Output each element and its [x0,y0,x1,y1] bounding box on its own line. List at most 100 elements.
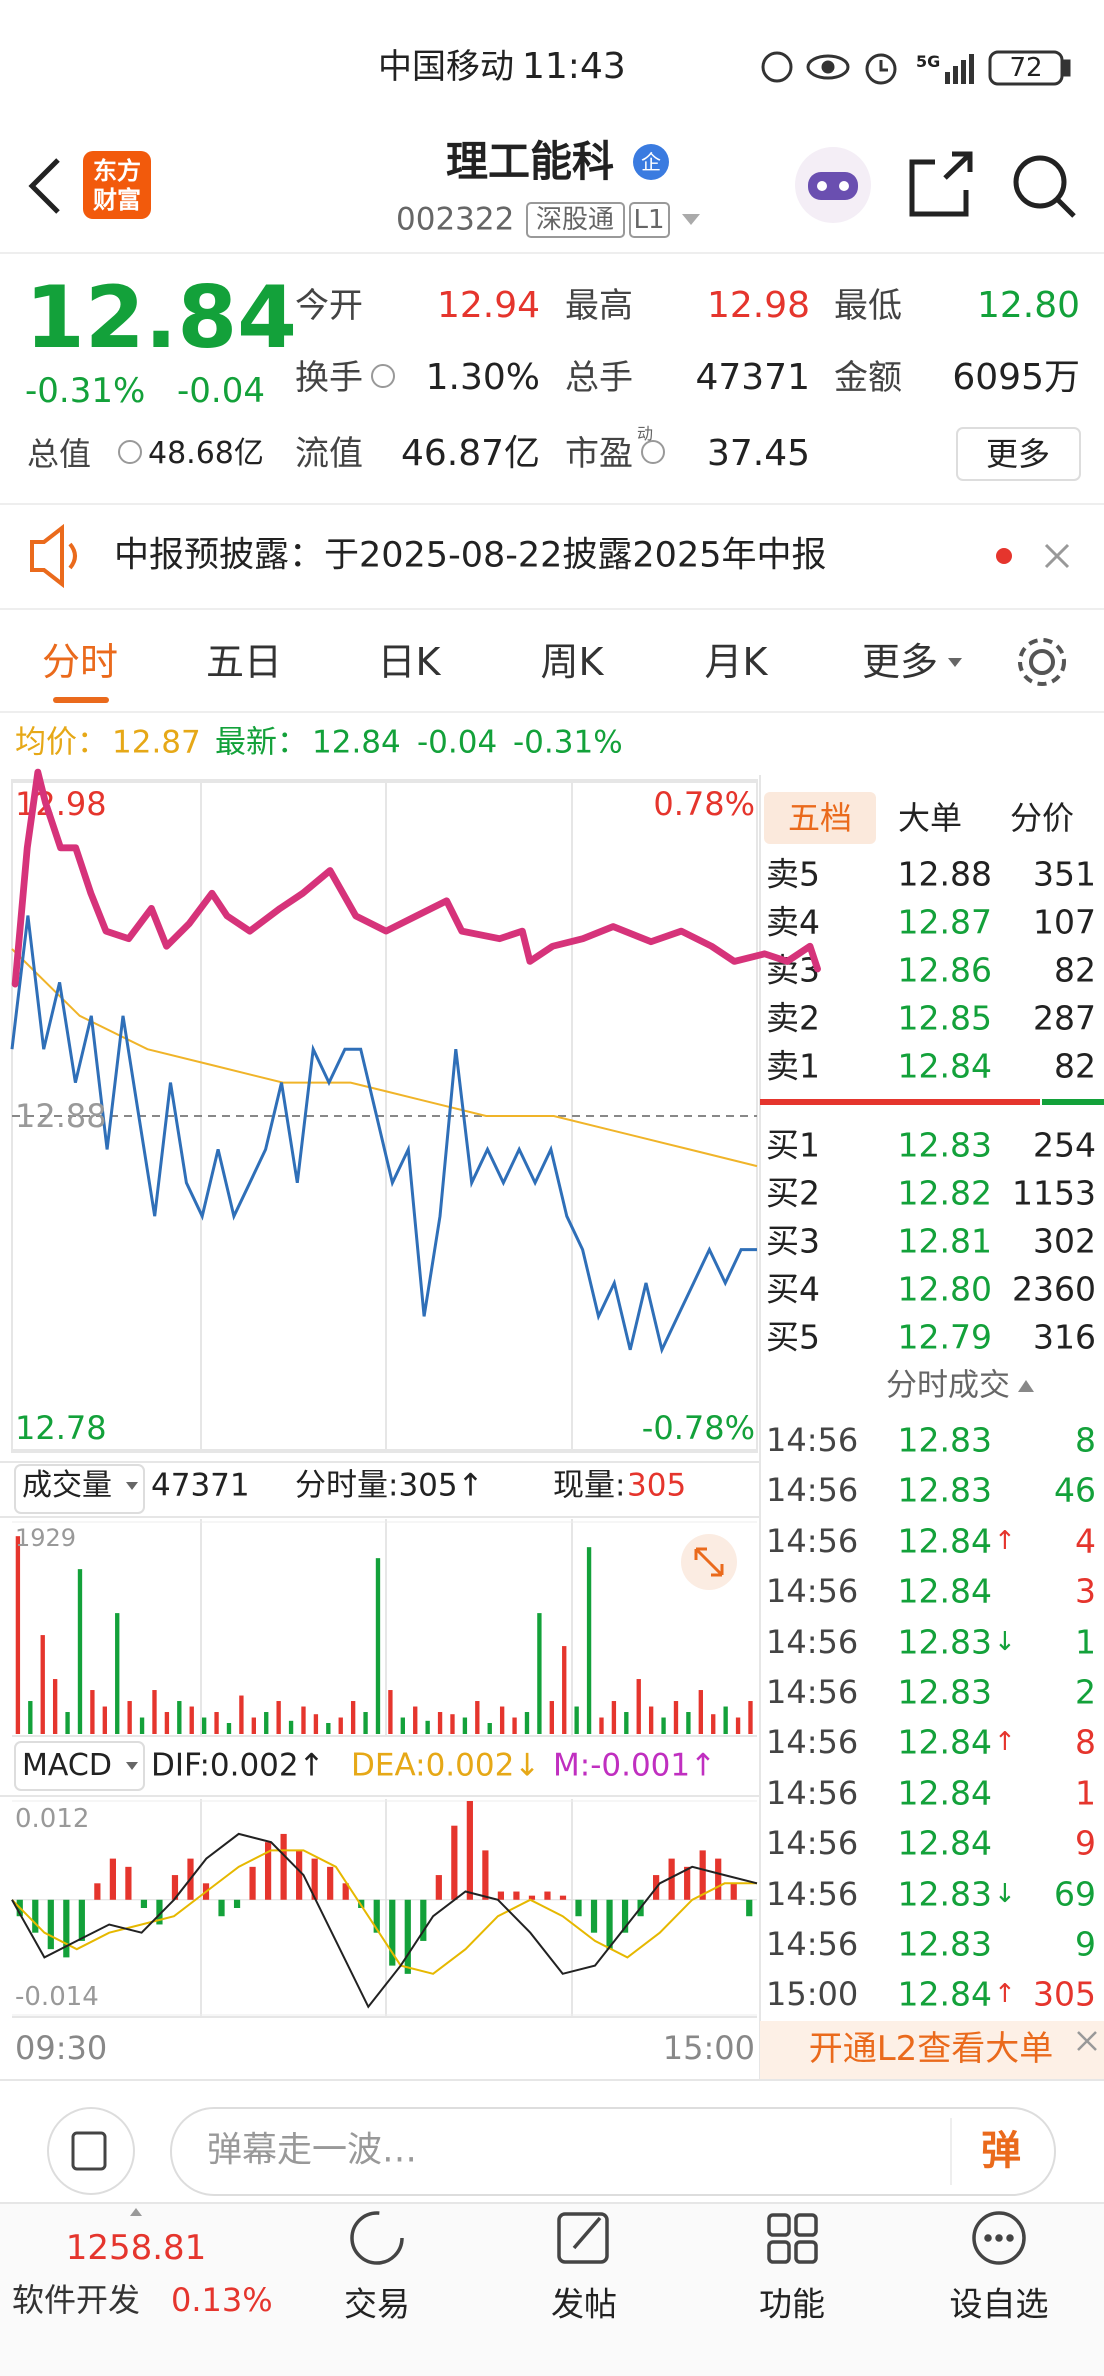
volume-bar [624,1712,629,1734]
trade-time: 14:56 [766,1471,859,1510]
settings-button[interactable] [1018,638,1066,686]
danmaku-settings[interactable] [47,2107,135,2195]
last-price: 12.84 [25,268,298,368]
book-label: 买1 [766,1125,820,1165]
volume-bar [214,1712,219,1734]
nav-item[interactable]: 设自选 [949,2284,1049,2324]
volume-bar [574,1706,579,1734]
book-volume: 316 [1033,1317,1096,1357]
field-value: 46.87亿 [400,433,540,474]
volume-bar [90,1690,95,1734]
field-label: 市盈 [565,434,633,474]
trade-volume: 3 [1075,1571,1096,1611]
trade-time: 14:56 [766,1572,859,1611]
trade-price: 12.84 [897,1521,992,1561]
book-volume: 302 [1033,1221,1096,1261]
macd-bar [109,1858,116,1900]
macd-bar [746,1899,753,1917]
nav-item[interactable]: 发帖 [551,2284,617,2324]
macd-bar [156,1899,163,1925]
book-label: 买5 [766,1317,820,1357]
volume-total: 47371 [151,1467,250,1504]
nav-item[interactable]: 交易 [344,2284,410,2324]
volume-bar [338,1717,343,1734]
trade-arrow: ↑ [994,1525,1016,1556]
trades-title: 分时成交 [886,1367,1010,1404]
trade-time: 14:56 [766,1874,859,1913]
l2-banner-text[interactable]: 开通L2查看大单 [808,2029,1054,2069]
trade-price: 12.83 [897,1924,992,1964]
ratio-bar-red [760,1099,1040,1105]
trade-price: 12.84 [897,1974,992,2014]
tab[interactable]: 更多 [861,640,939,684]
volume-bar [350,1701,356,1734]
field-value: 37.45 [706,433,810,474]
order-tab[interactable]: 分价 [1009,799,1075,837]
back-button[interactable] [28,158,60,214]
logo-text: 东方 [93,157,141,185]
share-button[interactable] [909,151,973,217]
line [11,1849,757,1975]
volume-bar [661,1717,666,1734]
dropdown-arrow[interactable] [682,214,700,225]
trade-price: 12.84 [897,1722,992,1762]
book-volume: 287 [1033,998,1096,1038]
book-label: 卖5 [766,854,820,894]
tab[interactable]: 分时 [41,640,119,684]
tab[interactable]: 日K [377,640,441,684]
tab[interactable]: 周K [540,640,604,684]
trade-volume: 9 [1075,1823,1096,1863]
comment-placeholder[interactable]: 弹幕走一波… [207,2130,418,2171]
book-label: 买3 [766,1221,820,1261]
more-button-box[interactable] [956,427,1081,481]
tab[interactable]: 月K [704,640,768,684]
volume-bar [549,1701,554,1734]
field-value: 6095万 [952,357,1080,398]
book-label: 买4 [766,1269,820,1309]
index-value[interactable]: 1258.81 [65,2228,207,2268]
field-value: 1.30% [425,357,540,398]
book-label: 卖1 [766,1046,820,1086]
volume-bar [599,1717,604,1734]
trade-volume: 305 [1033,1974,1096,2014]
book-price: 12.83 [897,1125,992,1165]
trade-price: 12.84 [897,1823,992,1863]
book-price: 12.81 [897,1221,992,1261]
volume-bar [239,1695,244,1734]
volume-bar [363,1712,368,1734]
volume-bar [735,1717,741,1734]
macd-selector[interactable] [14,1741,145,1791]
tab[interactable]: 五日 [205,640,283,684]
trade-price: 12.83 [897,1622,992,1662]
trade-price: 12.84 [897,1571,992,1611]
macd-bar [730,1883,737,1900]
volume-selector[interactable] [14,1464,145,1514]
macd-bar [32,1899,39,1933]
comment-input[interactable] [170,2107,1056,2196]
l2-banner[interactable] [760,2021,1104,2079]
volume-bar [711,1714,716,1734]
macd-bar [482,1850,489,1900]
tag: L1 [633,205,665,235]
trade-time: 14:56 [766,1824,859,1863]
nav-item[interactable]: 功能 [759,2284,825,2324]
volume-bar [52,1679,58,1734]
notice-close[interactable] [1044,543,1070,569]
macd-bar [140,1899,148,1908]
line [11,948,758,1168]
trade-volume: 1 [1075,1773,1096,1813]
y-tick-label: 1929 [15,1524,77,1552]
more-button[interactable]: 更多 [985,435,1051,473]
volume-bar [301,1706,306,1734]
order-tab[interactable]: 五档 [787,799,853,837]
book-price: 12.87 [897,902,992,942]
order-tab[interactable]: 大单 [897,799,963,837]
trade-price: 12.83 [897,1672,992,1712]
search-button[interactable] [1013,155,1076,218]
volume-current-label: 现量: [553,1467,626,1504]
macd-bar [94,1883,101,1900]
badge: 企 [641,150,661,174]
volume-bar [611,1701,617,1734]
danmaku-button[interactable]: 弹 [981,2128,1021,2174]
